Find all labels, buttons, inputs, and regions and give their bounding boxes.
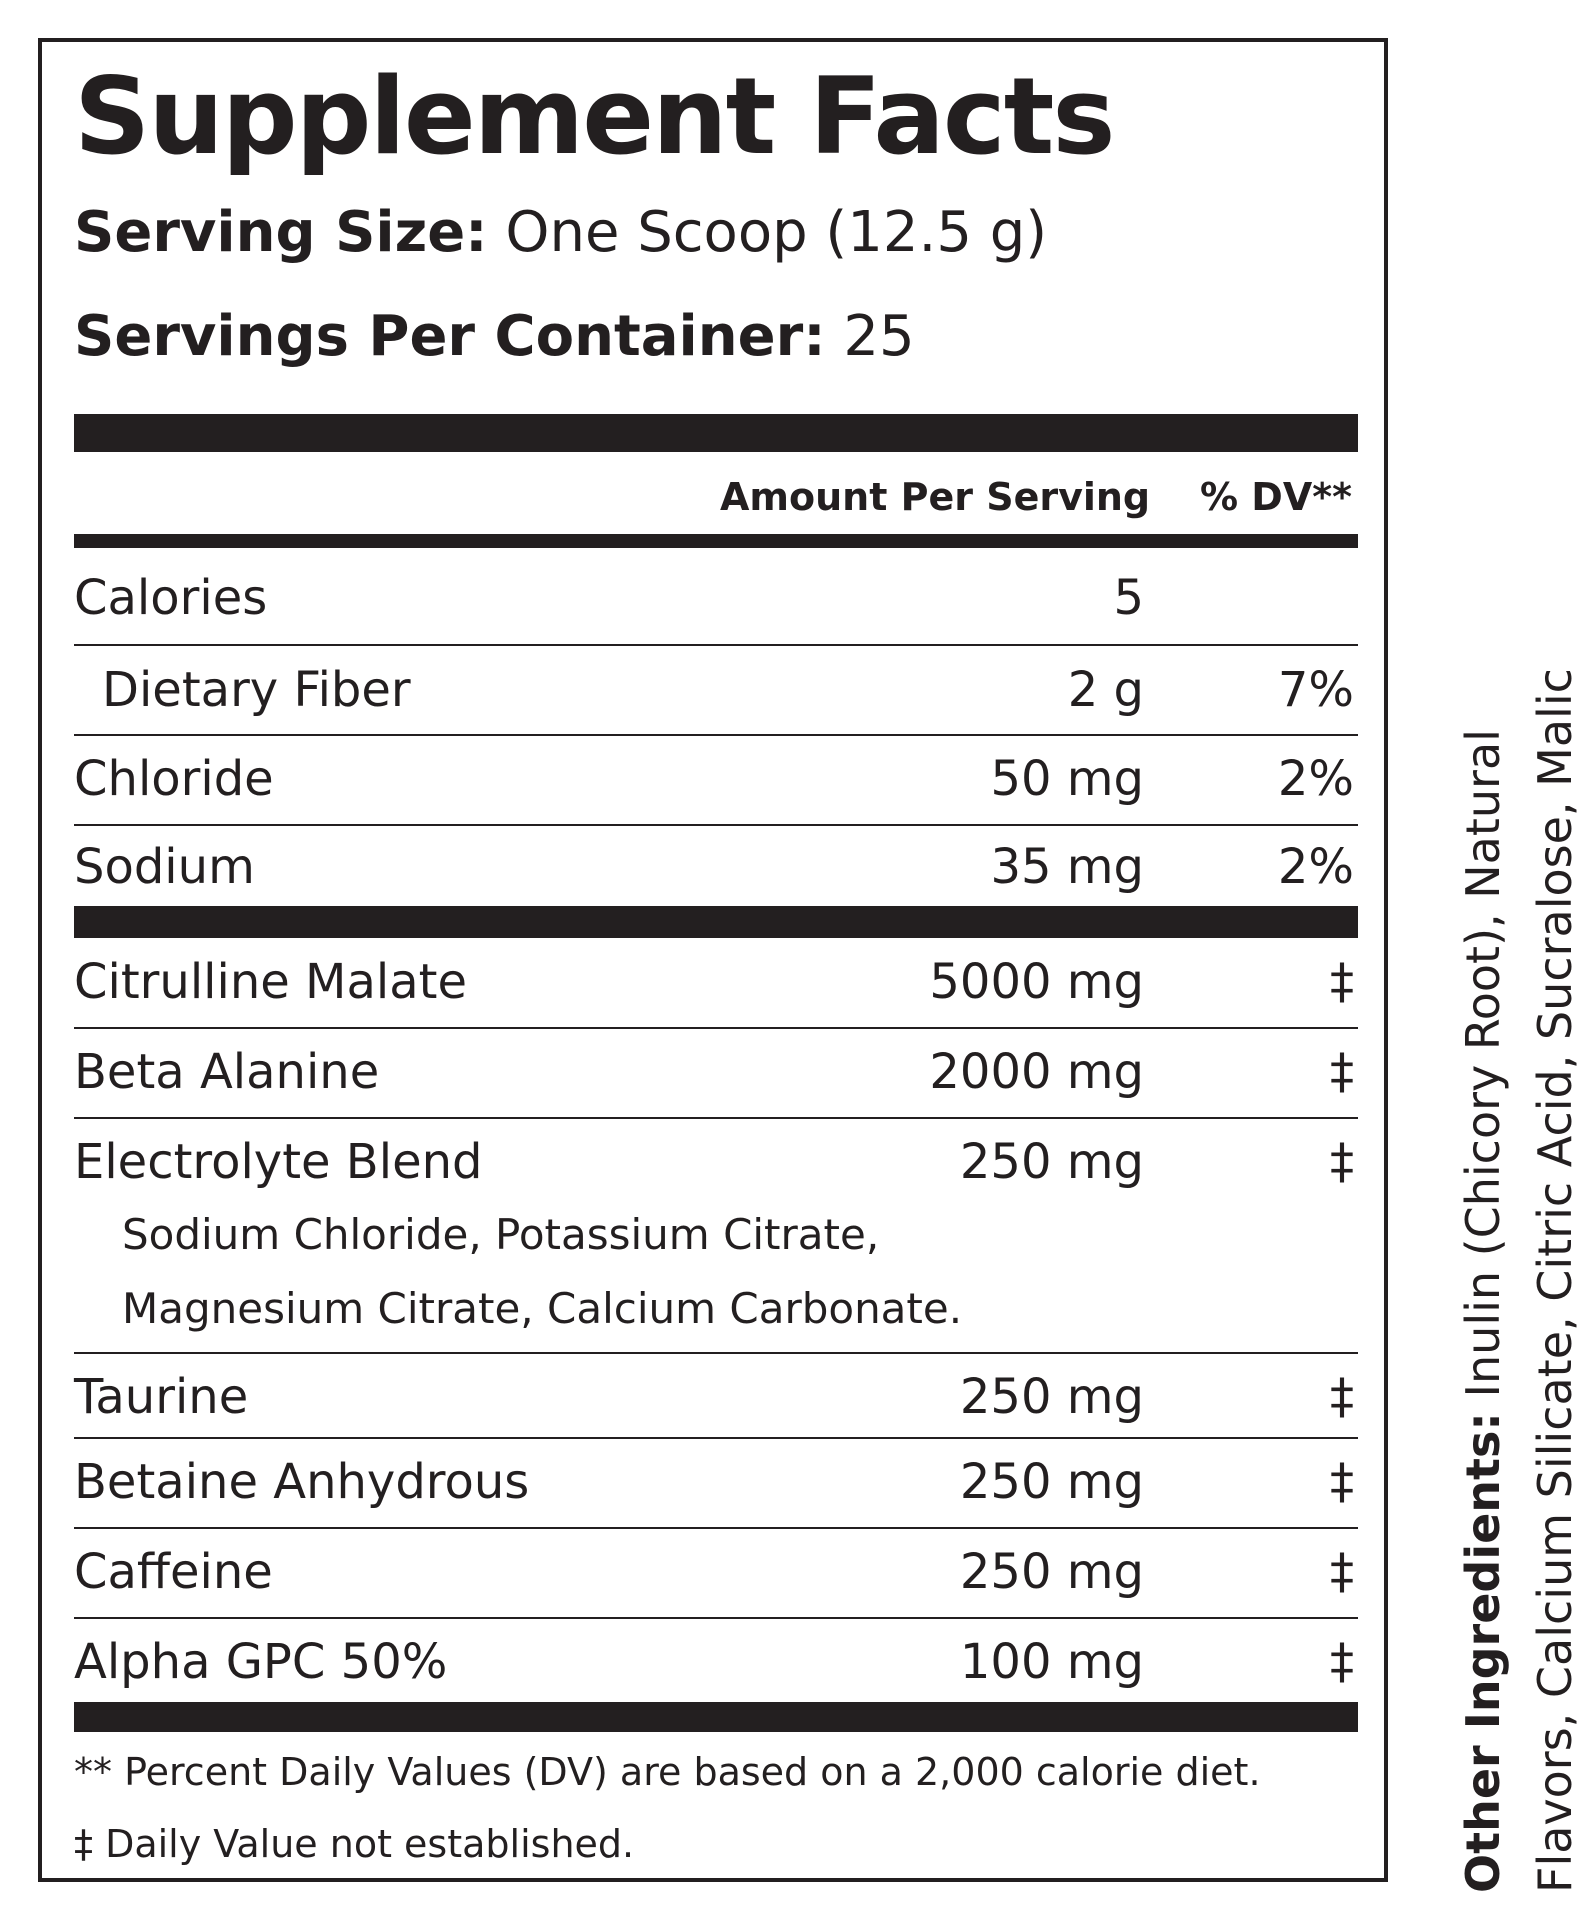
ingredient-dv: ‡ bbox=[1330, 1454, 1354, 1510]
ingredient-row: Electrolyte Blend 250 mg ‡ bbox=[74, 1122, 1358, 1202]
nutrient-name: Calories bbox=[74, 570, 268, 626]
row-divider bbox=[74, 1352, 1358, 1354]
nutrient-amount: 35 mg bbox=[990, 839, 1144, 895]
nutrient-amount: 50 mg bbox=[990, 751, 1144, 807]
servings-per-container-value: 25 bbox=[843, 304, 915, 369]
row-divider bbox=[74, 1117, 1358, 1119]
ingredient-amount: 250 mg bbox=[959, 1454, 1144, 1510]
ingredient-name: Alpha GPC 50% bbox=[74, 1634, 448, 1690]
thick-divider-middle bbox=[74, 906, 1358, 938]
serving-size: Serving Size: One Scoop (12.5 g) bbox=[74, 196, 1047, 270]
other-ingredients-label: Other Ingredients: bbox=[1456, 1412, 1510, 1893]
row-divider bbox=[74, 1027, 1358, 1029]
nutrient-row: Calories 5 bbox=[74, 558, 1358, 638]
ingredient-name: Caffeine bbox=[74, 1544, 273, 1600]
nutrient-name: Sodium bbox=[74, 839, 255, 895]
ingredient-amount: 100 mg bbox=[959, 1634, 1144, 1690]
footnote-not-established: ‡ Daily Value not established. bbox=[74, 1822, 635, 1866]
nutrient-row: Sodium 35 mg 2% bbox=[74, 827, 1358, 907]
serving-size-value: One Scoop (12.5 g) bbox=[505, 200, 1048, 265]
nutrient-name: Chloride bbox=[74, 751, 274, 807]
ingredient-row: Citrulline Malate 5000 mg ‡ bbox=[74, 942, 1358, 1022]
nutrient-amount: 2 g bbox=[1067, 662, 1144, 718]
ingredient-name: Beta Alanine bbox=[74, 1044, 380, 1100]
ingredient-amount: 2000 mg bbox=[929, 1044, 1144, 1100]
thick-divider-bottom bbox=[74, 1702, 1358, 1732]
ingredient-row: Beta Alanine 2000 mg ‡ bbox=[74, 1032, 1358, 1112]
ingredient-name: Betaine Anhydrous bbox=[74, 1454, 530, 1510]
nutrient-dv: 2% bbox=[1277, 751, 1354, 807]
blend-components-line: Magnesium Citrate, Calcium Carbonate. bbox=[122, 1284, 963, 1333]
ingredient-dv: ‡ bbox=[1330, 1044, 1354, 1100]
ingredient-name: Citrulline Malate bbox=[74, 954, 467, 1010]
ingredient-dv: ‡ bbox=[1330, 1544, 1354, 1600]
ingredient-row: Alpha GPC 50% 100 mg ‡ bbox=[74, 1622, 1358, 1702]
nutrient-dv: 2% bbox=[1277, 839, 1354, 895]
ingredient-dv: ‡ bbox=[1330, 1369, 1354, 1425]
row-divider bbox=[74, 644, 1358, 646]
nutrient-name: Dietary Fiber bbox=[102, 662, 411, 718]
nutrient-row: Dietary Fiber 2 g 7% bbox=[74, 650, 1358, 730]
blend-components-line: Sodium Chloride, Potassium Citrate, bbox=[122, 1210, 880, 1259]
panel-title: Supplement Facts bbox=[74, 55, 1115, 178]
nutrient-dv: 7% bbox=[1277, 662, 1354, 718]
header-divider bbox=[74, 534, 1358, 548]
ingredient-name: Electrolyte Blend bbox=[74, 1134, 483, 1190]
daily-value-header: % DV** bbox=[1200, 475, 1352, 519]
ingredient-dv: ‡ bbox=[1330, 954, 1354, 1010]
nutrient-row: Chloride 50 mg 2% bbox=[74, 739, 1358, 819]
nutrient-amount: 5 bbox=[1113, 570, 1144, 626]
amount-per-serving-header: Amount Per Serving bbox=[720, 475, 1151, 519]
row-divider bbox=[74, 1527, 1358, 1529]
ingredient-row: Taurine 250 mg ‡ bbox=[74, 1357, 1358, 1437]
row-divider bbox=[74, 1617, 1358, 1619]
row-divider bbox=[74, 734, 1358, 736]
ingredient-name: Taurine bbox=[74, 1369, 249, 1425]
footnote-daily-values: ** Percent Daily Values (DV) are based o… bbox=[74, 1750, 1261, 1794]
supplement-facts-panel bbox=[38, 38, 1388, 1882]
ingredient-dv: ‡ bbox=[1330, 1134, 1354, 1190]
thick-divider-top bbox=[74, 414, 1358, 452]
ingredient-amount: 250 mg bbox=[959, 1544, 1144, 1600]
servings-per-container: Servings Per Container: 25 bbox=[74, 300, 915, 374]
servings-per-container-label: Servings Per Container: bbox=[74, 304, 826, 369]
ingredient-row: Betaine Anhydrous 250 mg ‡ bbox=[74, 1442, 1358, 1522]
ingredient-amount: 5000 mg bbox=[929, 954, 1144, 1010]
ingredient-amount: 250 mg bbox=[959, 1134, 1144, 1190]
ingredient-row: Caffeine 250 mg ‡ bbox=[74, 1532, 1358, 1612]
other-ingredients: Other Ingredients: Inulin (Chicory Root)… bbox=[1447, 563, 1593, 1893]
row-divider bbox=[74, 824, 1358, 826]
ingredient-dv: ‡ bbox=[1330, 1634, 1354, 1690]
serving-size-label: Serving Size: bbox=[74, 200, 488, 265]
row-divider bbox=[74, 1437, 1358, 1439]
ingredient-amount: 250 mg bbox=[959, 1369, 1144, 1425]
